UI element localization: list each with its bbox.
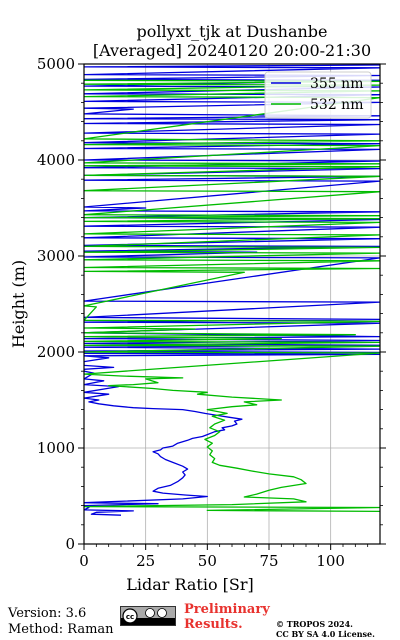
x-axis-label: Lidar Ratio [Sr] <box>126 575 254 594</box>
preliminary-line-2: Results. <box>184 617 243 632</box>
chart-title-line-2: [Averaged] 20240120 20:00-21:30 <box>92 41 372 60</box>
legend: 355 nm 532 nm <box>264 71 372 119</box>
y-tick-label: 3000 <box>37 247 75 265</box>
x-tick-label: 50 <box>198 552 217 570</box>
y-tick-label: 1000 <box>37 439 75 457</box>
copyright-line-1: © TROPOS 2024. <box>276 619 353 629</box>
copyright-line-2: CC BY SA 4.0 License. <box>276 629 375 639</box>
copyright-notice: © TROPOS 2024. CC BY SA 4.0 License. <box>276 619 375 639</box>
method-text: Method: Raman <box>8 622 114 637</box>
series-line-532-nm <box>84 79 380 513</box>
x-tick-label: 25 <box>136 552 155 570</box>
x-tick-label: 0 <box>79 552 89 570</box>
preliminary-line-1: Preliminary <box>184 602 270 617</box>
chart-title-line-1: pollyxt_tjk at Dushanbe <box>136 22 328 41</box>
cc-by-sa-icon: cc <box>121 607 175 625</box>
legend-label-532: 532 nm <box>310 97 363 113</box>
y-tick-label: 4000 <box>37 151 75 169</box>
y-tick-label: 5000 <box>37 55 75 73</box>
y-tick-label: 2000 <box>37 343 75 361</box>
y-tick-label: 0 <box>65 535 75 553</box>
svg-text:cc: cc <box>126 613 134 621</box>
cc-license-icon: cc <box>120 606 176 626</box>
x-tick-label: 75 <box>259 552 278 570</box>
preliminary-notice: Preliminary Results. <box>184 602 270 632</box>
legend-label-355: 355 nm <box>310 76 363 92</box>
x-tick-label: 100 <box>316 552 345 570</box>
series-layer <box>84 64 380 516</box>
version-text: Version: 3.6 <box>8 606 87 621</box>
y-axis-label: Height (m) <box>9 260 28 348</box>
